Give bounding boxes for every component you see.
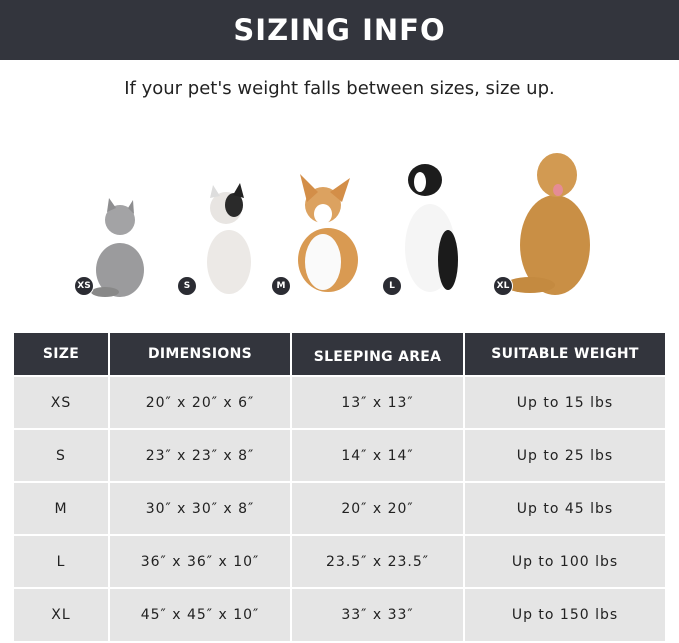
cell-size: XS	[14, 375, 109, 429]
cell-suitable-weight: Up to 15 lbs	[463, 375, 665, 429]
header-dimensions: DIMENSIONS	[108, 333, 291, 376]
french-bulldog-image	[207, 183, 251, 294]
table-row: XL 45″ x 45″ x 10″ 33″ x 33″ Up to 150 lbs	[14, 587, 665, 641]
cell-sleeping-area: 33″ x 33″	[290, 587, 464, 641]
cell-suitable-weight: Up to 45 lbs	[463, 481, 665, 535]
cell-dimensions: 20″ x 20″ x 6″	[108, 375, 291, 429]
header-size: SIZE	[14, 333, 109, 376]
table-row: L 36″ x 36″ x 10″ 23.5″ x 23.5″ Up to 100 l…	[14, 534, 665, 588]
cell-suitable-weight: Up to 150 lbs	[463, 587, 665, 641]
header-sleeping-area: SLEEPING AREA	[290, 333, 464, 376]
cell-dimensions: 23″ x 23″ x 8″	[108, 428, 291, 482]
sizing-subtitle: If your pet's weight falls between sizes…	[124, 78, 555, 99]
size-badge-s: S	[177, 276, 197, 296]
cell-size: XL	[14, 587, 109, 641]
cell-size: M	[14, 481, 109, 535]
cell-size: S	[14, 428, 109, 482]
pet-images: XS S M L XL	[0, 150, 679, 300]
cell-dimensions: 30″ x 30″ x 8″	[108, 481, 291, 535]
sizing-title: SIZING INFO	[0, 0, 679, 60]
golden-retriever-image	[505, 153, 590, 295]
cell-size: L	[14, 534, 109, 588]
cell-sleeping-area: 13″ x 13″	[290, 375, 464, 429]
cell-sleeping-area: 20″ x 20″	[290, 481, 464, 535]
cell-dimensions: 36″ x 36″ x 10″	[108, 534, 291, 588]
size-badge-xs: XS	[74, 276, 94, 296]
cell-sleeping-area: 14″ x 14″	[290, 428, 464, 482]
border-collie-image	[405, 164, 458, 292]
size-badge-m: M	[271, 276, 291, 296]
cat-image	[91, 198, 144, 297]
table-row: S 23″ x 23″ x 8″ 14″ x 14″ Up to 25 lbs	[14, 428, 665, 482]
corgi-image	[298, 174, 358, 292]
size-badge-l: L	[382, 276, 402, 296]
table-row: M 30″ x 30″ x 8″ 20″ x 20″ Up to 45 lbs	[14, 481, 665, 535]
size-badge-xl: XL	[493, 276, 513, 296]
cell-suitable-weight: Up to 100 lbs	[463, 534, 665, 588]
table-row: XS 20″ x 20″ x 6″ 13″ x 13″ Up to 15 lbs	[14, 375, 665, 429]
table-header-row: SIZE DIMENSIONS SLEEPING AREA SUITABLE W…	[14, 333, 665, 376]
cell-suitable-weight: Up to 25 lbs	[463, 428, 665, 482]
cell-dimensions: 45″ x 45″ x 10″	[108, 587, 291, 641]
header-suitable-weight: SUITABLE WEIGHT	[463, 333, 665, 376]
sizing-table: SIZE DIMENSIONS SLEEPING AREA SUITABLE W…	[14, 333, 665, 641]
cell-sleeping-area: 23.5″ x 23.5″	[290, 534, 464, 588]
